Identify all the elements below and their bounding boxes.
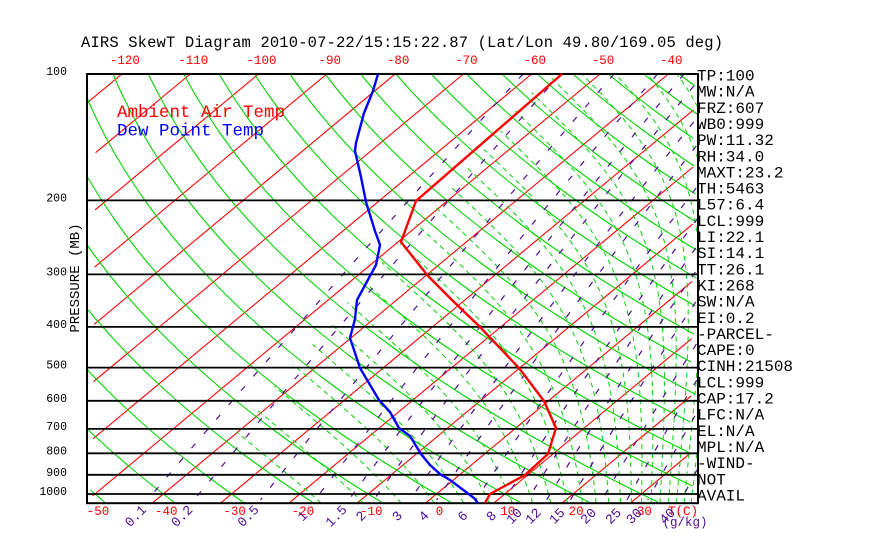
svg-text:-90: -90 bbox=[319, 54, 342, 68]
svg-text:200: 200 bbox=[46, 192, 67, 205]
svg-text:4: 4 bbox=[417, 509, 433, 525]
svg-text:MPL:N/A: MPL:N/A bbox=[697, 439, 765, 457]
svg-text:-PARCEL-: -PARCEL- bbox=[697, 326, 774, 344]
svg-text:100: 100 bbox=[46, 66, 67, 79]
svg-text:900: 900 bbox=[46, 467, 67, 480]
svg-text:1.5: 1.5 bbox=[323, 503, 351, 531]
svg-text:AVAIL: AVAIL bbox=[697, 487, 745, 505]
svg-text:-70: -70 bbox=[455, 54, 478, 68]
svg-text:-10: -10 bbox=[360, 505, 383, 519]
svg-text:CINH:21508: CINH:21508 bbox=[697, 358, 793, 376]
svg-text:600: 600 bbox=[46, 393, 67, 406]
svg-text:-20: -20 bbox=[292, 505, 315, 519]
svg-text:500: 500 bbox=[46, 360, 67, 373]
svg-text:-WIND-: -WIND- bbox=[697, 455, 755, 473]
svg-text:RH:34.0: RH:34.0 bbox=[697, 148, 764, 166]
svg-text:8: 8 bbox=[484, 509, 500, 525]
svg-text:T(C): T(C) bbox=[668, 505, 698, 519]
svg-text:SW:N/A: SW:N/A bbox=[697, 294, 755, 312]
svg-text:LFC:N/A: LFC:N/A bbox=[697, 407, 765, 425]
svg-text:CAP:17.2: CAP:17.2 bbox=[697, 391, 774, 409]
svg-text:-100: -100 bbox=[247, 54, 277, 68]
svg-text:-30: -30 bbox=[223, 505, 246, 519]
svg-text:-60: -60 bbox=[523, 54, 546, 68]
svg-text:EI:0.2: EI:0.2 bbox=[697, 310, 755, 328]
svg-text:1000: 1000 bbox=[39, 486, 67, 499]
svg-text:-50: -50 bbox=[87, 505, 110, 519]
svg-text:15: 15 bbox=[547, 506, 569, 528]
svg-text:MAXT:23.2: MAXT:23.2 bbox=[697, 164, 783, 182]
svg-text:20: 20 bbox=[569, 505, 584, 519]
svg-text:CAPE:0: CAPE:0 bbox=[697, 342, 755, 360]
svg-text:(g/kg): (g/kg) bbox=[662, 516, 707, 530]
svg-text:EL:N/A: EL:N/A bbox=[697, 423, 755, 441]
svg-text:25: 25 bbox=[603, 506, 625, 528]
svg-text:L57:6.4: L57:6.4 bbox=[697, 197, 764, 215]
svg-text:TT:26.1: TT:26.1 bbox=[697, 261, 764, 279]
svg-text:800: 800 bbox=[46, 445, 67, 458]
svg-text:TH:5463: TH:5463 bbox=[697, 181, 764, 199]
svg-text:-50: -50 bbox=[592, 54, 615, 68]
svg-text:30: 30 bbox=[637, 505, 652, 519]
svg-text:KI:268: KI:268 bbox=[697, 277, 755, 295]
svg-text:Ambient Air Temp: Ambient Air Temp bbox=[117, 103, 285, 123]
svg-text:WB0:999: WB0:999 bbox=[697, 116, 764, 134]
svg-text:-120: -120 bbox=[110, 54, 140, 68]
svg-text:-110: -110 bbox=[178, 54, 208, 68]
svg-text:400: 400 bbox=[46, 319, 67, 332]
svg-text:FRZ:607: FRZ:607 bbox=[697, 100, 764, 118]
svg-text:-40: -40 bbox=[155, 505, 178, 519]
svg-text:300: 300 bbox=[46, 266, 67, 279]
svg-text:PW:11.32: PW:11.32 bbox=[697, 132, 774, 150]
svg-text:Dew Point Temp: Dew Point Temp bbox=[117, 122, 264, 142]
svg-text:0.1: 0.1 bbox=[123, 503, 151, 531]
svg-text:12: 12 bbox=[523, 506, 545, 528]
svg-text:TP:100: TP:100 bbox=[697, 68, 755, 86]
svg-text:700: 700 bbox=[46, 421, 67, 434]
svg-text:AIRS SkewT Diagram 2010-07-22/: AIRS SkewT Diagram 2010-07-22/15:15:22.8… bbox=[81, 34, 723, 52]
svg-text:6: 6 bbox=[456, 509, 472, 525]
svg-text:NOT: NOT bbox=[697, 471, 726, 489]
svg-text:MW:N/A: MW:N/A bbox=[697, 84, 755, 102]
svg-text:LCL:999: LCL:999 bbox=[697, 213, 764, 231]
svg-text:3: 3 bbox=[390, 509, 406, 525]
svg-text:-40: -40 bbox=[660, 54, 683, 68]
svg-text:SI:14.1: SI:14.1 bbox=[697, 245, 764, 263]
svg-text:LCL:999: LCL:999 bbox=[697, 374, 764, 392]
svg-text:-80: -80 bbox=[387, 54, 410, 68]
svg-text:LI:22.1: LI:22.1 bbox=[697, 229, 764, 247]
svg-text:10: 10 bbox=[500, 505, 515, 519]
svg-text:PRESSURE (MB): PRESSURE (MB) bbox=[68, 223, 84, 332]
svg-text:0: 0 bbox=[436, 505, 444, 519]
